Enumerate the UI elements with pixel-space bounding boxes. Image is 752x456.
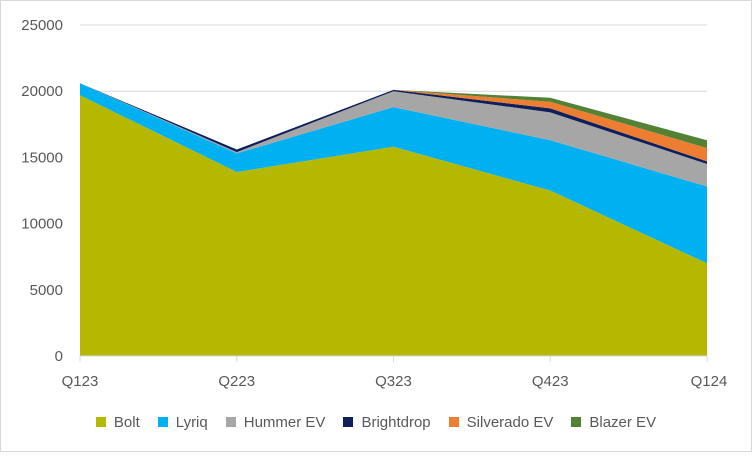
x-tick-label: Q124: [691, 373, 728, 390]
legend-item-silverado-ev: Silverado EV: [448, 413, 554, 431]
legend-item-brightdrop: Brightdrop: [343, 413, 431, 431]
area-blazer-ev: [80, 83, 707, 150]
area-lyriq: [80, 83, 707, 264]
legend: Bolt Lyriq Hummer EV Brightdrop Silverado EV…: [0, 408, 752, 436]
legend-label: Brightdrop: [361, 413, 431, 431]
x-tick-label: Q423: [532, 373, 569, 390]
y-tick-label: 15000: [21, 149, 63, 166]
y-tick-label: 0: [55, 348, 63, 365]
legend-label: Hummer EV: [243, 413, 326, 431]
legend-label: Bolt: [113, 413, 140, 431]
y-tick-label: 5000: [30, 282, 63, 299]
legend-label: Silverado EV: [466, 413, 554, 431]
legend-item-bolt: Bolt: [95, 413, 140, 431]
area-silverado-ev: [80, 83, 707, 162]
legend-item-hummer-ev: Hummer EV: [225, 413, 326, 431]
area-hummer-ev: [80, 83, 707, 187]
legend-swatch: [448, 417, 459, 427]
legend-swatch: [157, 417, 168, 427]
y-tick-label: 10000: [21, 216, 63, 233]
area-series: [80, 83, 707, 356]
legend-label: Blazer EV: [589, 413, 657, 431]
x-tick-label: Q123: [62, 373, 99, 390]
legend-swatch: [95, 417, 106, 427]
axes: 0 5000 10000 15000 20000 25000 Q123 Q223 Q323 Q42…: [21, 17, 727, 390]
legend-swatch: [343, 417, 354, 427]
x-tick-label: Q223: [218, 373, 255, 390]
y-tick-label: 25000: [21, 17, 63, 34]
legend-swatch: [225, 417, 236, 427]
legend-label: Lyriq: [175, 413, 208, 431]
legend-swatch: [571, 417, 582, 427]
legend-item-blazer-ev: Blazer EV: [571, 414, 656, 431]
x-tick-label: Q323: [375, 373, 412, 390]
legend-item-lyriq: Lyriq: [157, 413, 208, 431]
y-tick-label: 20000: [21, 83, 63, 100]
area-bolt: [80, 95, 707, 356]
